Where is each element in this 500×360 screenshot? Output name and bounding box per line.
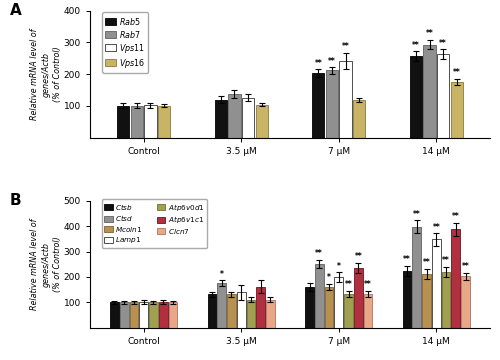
Legend: $\it{Ctsb}$, $\it{Ctsd}$, $\it{Mcoln1}$, $\it{Lamp1}$, $\it{Atp6v0d1}$, $\it{Atp: $\it{Ctsb}$, $\it{Ctsd}$, $\it{Mcoln1}$,…	[102, 199, 207, 248]
Bar	[354, 268, 362, 328]
Text: **: **	[432, 222, 440, 231]
Bar	[305, 287, 314, 328]
Text: **: **	[440, 39, 447, 48]
Bar	[334, 278, 343, 328]
Text: **: **	[314, 59, 322, 68]
Legend: $\it{Rab5}$, $\it{Rab7}$, $\it{Vps11}$, $\it{Vps16}$: $\it{Rab5}$, $\it{Rab7}$, $\it{Vps11}$, …	[102, 12, 148, 73]
Text: **: **	[413, 210, 420, 219]
Bar	[402, 271, 411, 328]
Text: **: **	[442, 256, 450, 265]
Bar	[227, 294, 236, 328]
Bar	[315, 264, 324, 328]
Bar	[144, 105, 156, 138]
Text: *: *	[220, 270, 224, 279]
Bar	[168, 302, 177, 328]
Bar	[158, 105, 170, 138]
Bar	[412, 227, 421, 328]
Bar	[344, 294, 353, 328]
Y-axis label: Relative mRNA level of
genes/Actb
(% of Control): Relative mRNA level of genes/Actb (% of …	[30, 28, 62, 120]
Text: **: **	[412, 41, 420, 50]
Bar	[110, 302, 119, 328]
Bar	[461, 276, 470, 328]
Text: **: **	[453, 68, 460, 77]
Bar	[432, 239, 440, 328]
Bar	[117, 106, 130, 138]
Text: *: *	[337, 262, 340, 271]
Text: **: **	[462, 262, 469, 271]
Text: **: **	[328, 57, 336, 66]
Bar	[246, 300, 256, 328]
Bar	[256, 287, 265, 328]
Text: **: **	[342, 42, 349, 51]
Bar	[159, 302, 168, 328]
Bar	[149, 302, 158, 328]
Bar	[424, 45, 436, 138]
Bar	[437, 54, 450, 138]
Bar	[452, 229, 460, 328]
Bar	[120, 302, 128, 328]
Bar	[140, 302, 148, 328]
Text: A: A	[10, 3, 22, 18]
Bar	[208, 294, 216, 328]
Bar	[340, 61, 352, 138]
Bar	[242, 98, 254, 138]
Text: B: B	[10, 193, 22, 208]
Text: **: **	[354, 252, 362, 261]
Bar	[450, 82, 463, 138]
Text: **: **	[422, 258, 430, 267]
Bar	[228, 94, 240, 138]
Bar	[326, 70, 338, 138]
Bar	[353, 100, 366, 138]
Text: *: *	[327, 274, 331, 283]
Bar	[218, 283, 226, 328]
Bar	[214, 99, 227, 138]
Bar	[266, 300, 275, 328]
Bar	[410, 56, 422, 138]
Y-axis label: Relative mRNA level of
genes/Actb
(% of Control): Relative mRNA level of genes/Actb (% of …	[30, 219, 62, 310]
Bar	[130, 302, 138, 328]
Bar	[422, 274, 431, 328]
Bar	[312, 73, 324, 138]
Bar	[324, 287, 334, 328]
Text: **: **	[344, 280, 352, 289]
Text: **: **	[364, 280, 372, 289]
Bar	[130, 106, 143, 138]
Text: **: **	[403, 255, 411, 264]
Text: **: **	[426, 30, 434, 39]
Bar	[237, 292, 246, 328]
Bar	[256, 104, 268, 138]
Bar	[364, 294, 372, 328]
Text: **: **	[316, 249, 323, 258]
Bar	[442, 272, 450, 328]
Text: **: **	[452, 212, 460, 221]
